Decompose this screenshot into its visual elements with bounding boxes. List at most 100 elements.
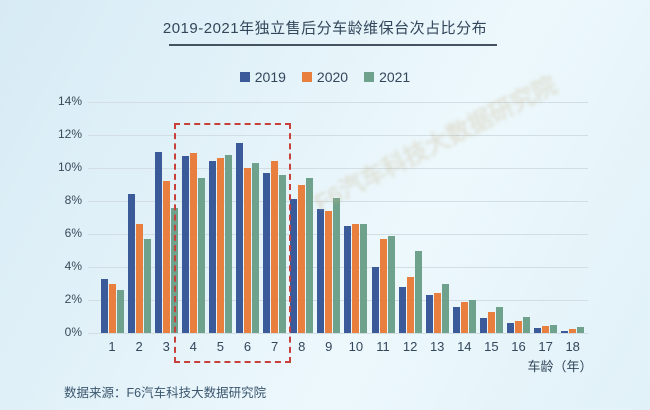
gridline — [88, 102, 588, 103]
legend-label: 2021 — [379, 69, 411, 85]
x-tick-label-11: 11 — [376, 339, 390, 354]
bar-2021-age-2 — [143, 238, 151, 333]
bar-2020-age-10 — [352, 224, 360, 333]
bar-2021-age-8 — [306, 177, 314, 333]
x-tick-label-13: 13 — [429, 339, 445, 354]
bar-2021-age-12 — [414, 250, 422, 333]
bar-2021-age-15 — [495, 306, 503, 333]
x-tick-label-14: 14 — [457, 339, 472, 354]
x-tick-label-16: 16 — [511, 339, 526, 354]
legend-label: 2019 — [254, 69, 286, 85]
legend-label: 2020 — [316, 69, 349, 85]
bar-2019-age-17 — [534, 328, 542, 333]
y-tick-label: 0% — [64, 325, 82, 339]
data-source-caption: 数据来源：F6汽车科技大数据研究院 — [64, 386, 267, 400]
bar-2021-age-4 — [197, 177, 205, 333]
bar-2021-age-1 — [116, 290, 124, 333]
legend-item-2021: 2021 — [364, 69, 410, 85]
legend-swatch-icon — [364, 72, 375, 82]
bar-2021-age-9 — [333, 197, 341, 333]
x-tick-label-7: 7 — [270, 339, 279, 354]
highlight-box — [174, 123, 291, 363]
bar-2020-age-11 — [379, 238, 387, 333]
bar-2019-age-3 — [154, 151, 162, 333]
bar-2020-age-18 — [569, 328, 577, 333]
bar-2020-age-12 — [406, 276, 414, 333]
bar-2020-age-6 — [244, 168, 251, 333]
bar-2019-age-9 — [317, 209, 325, 333]
bar-2021-age-14 — [468, 300, 476, 333]
x-tick-label-8: 8 — [298, 339, 306, 354]
bar-2019-age-14 — [452, 306, 460, 333]
legend: 2019 2020 2021 — [0, 69, 650, 85]
plot-area — [88, 102, 588, 334]
bar-2021-age-11 — [387, 235, 395, 333]
bar-2019-age-2 — [127, 194, 135, 333]
x-tick-label-15: 15 — [484, 339, 499, 354]
bar-2019-age-18 — [561, 330, 569, 333]
bar-2020-age-13 — [433, 293, 441, 333]
legend-item-2019: 2019 — [239, 69, 286, 85]
legend-item-2020: 2020 — [301, 69, 349, 85]
y-tick-label: 14% — [57, 94, 82, 108]
bar-2020-age-14 — [460, 301, 468, 333]
x-tick-label-3: 3 — [162, 339, 170, 354]
bar-2019-age-5 — [208, 161, 216, 333]
bar-2021-age-17 — [550, 324, 558, 333]
x-tick-label-18: 18 — [565, 339, 580, 354]
x-tick-label-9: 9 — [325, 339, 333, 354]
bar-2019-age-11 — [371, 267, 379, 333]
chart-title: 2019-2021年独立售后分车龄维保台次占比分布 — [162, 20, 488, 37]
bar-2021-age-18 — [577, 327, 585, 333]
gridline — [88, 168, 588, 169]
y-tick-label: 12% — [57, 127, 82, 141]
x-tick-label-10: 10 — [348, 339, 364, 354]
y-tick-label: 4% — [64, 259, 82, 273]
x-tick-label-5: 5 — [216, 339, 224, 354]
y-tick-label: 8% — [64, 193, 82, 207]
bar-2020-age-3 — [162, 181, 170, 333]
bar-2020-age-16 — [515, 321, 522, 333]
bar-2021-age-16 — [523, 316, 530, 333]
bar-2020-age-2 — [135, 224, 143, 333]
bar-2020-age-5 — [216, 158, 224, 333]
bar-2020-age-4 — [189, 153, 197, 333]
x-tick-label-4: 4 — [189, 339, 197, 354]
y-tick-label: 6% — [64, 226, 82, 240]
bar-2020-age-8 — [298, 184, 306, 333]
bar-2019-age-15 — [479, 318, 487, 333]
x-axis-title: 车龄（年） — [527, 359, 593, 374]
bar-2019-age-10 — [344, 225, 352, 333]
x-tick-label-17: 17 — [538, 339, 553, 354]
x-tick-label-2: 2 — [135, 339, 143, 354]
bar-2021-age-5 — [224, 154, 232, 333]
bar-2020-age-7 — [271, 161, 279, 333]
title-underline — [169, 44, 497, 46]
bar-2021-age-10 — [360, 224, 368, 333]
bar-2020-age-1 — [108, 283, 116, 333]
legend-swatch-icon — [301, 72, 312, 82]
bar-2019-age-4 — [181, 156, 189, 333]
y-tick-label: 10% — [57, 160, 82, 174]
bar-2019-age-1 — [100, 278, 108, 333]
bar-2021-age-6 — [252, 163, 259, 333]
legend-swatch-icon — [239, 72, 250, 82]
bar-2019-age-13 — [425, 295, 433, 333]
y-tick-label: 2% — [64, 292, 82, 306]
bar-2021-age-7 — [279, 174, 287, 333]
bar-2019-age-12 — [398, 286, 406, 333]
x-tick-label-6: 6 — [243, 339, 252, 354]
x-tick-label-12: 12 — [402, 339, 418, 354]
bar-2019-age-7 — [263, 172, 271, 333]
gridline — [88, 135, 588, 136]
bar-2019-age-8 — [290, 199, 298, 333]
bar-2019-age-6 — [236, 143, 243, 333]
bar-2020-age-15 — [487, 311, 495, 333]
bar-2019-age-16 — [507, 323, 514, 333]
gridline — [88, 333, 588, 334]
x-tick-label-1: 1 — [108, 339, 116, 354]
bar-2020-age-17 — [542, 326, 550, 333]
bar-2021-age-13 — [441, 283, 449, 333]
bar-2020-age-9 — [325, 210, 333, 333]
